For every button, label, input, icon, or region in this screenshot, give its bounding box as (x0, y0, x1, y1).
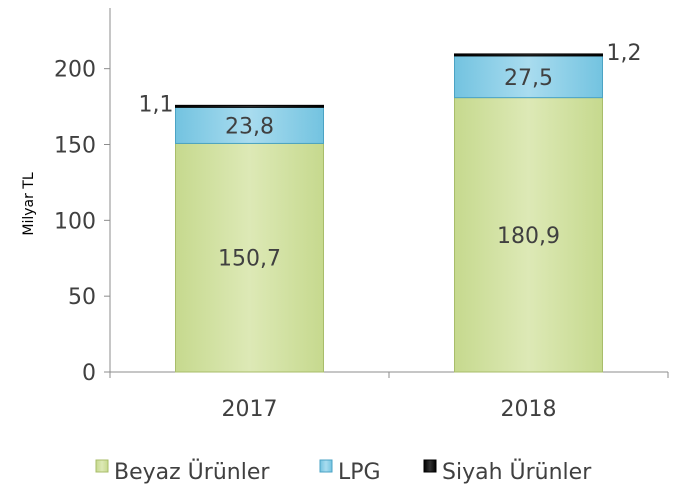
x-tick-label: 2018 (501, 397, 557, 422)
y-tick-label: 50 (68, 285, 96, 310)
bar-segment (175, 106, 324, 144)
legend-swatch (95, 459, 109, 473)
bar-segment (454, 53, 603, 57)
bar-segment (175, 104, 324, 108)
data-label: 180,9 (497, 224, 560, 249)
data-label: 1,2 (607, 41, 642, 66)
data-label: 27,5 (504, 66, 553, 91)
y-tick-label: 200 (54, 58, 96, 83)
legend-swatch (319, 459, 333, 473)
y-axis-title: Milyar TL (21, 172, 37, 235)
data-label: 23,8 (225, 114, 274, 139)
y-tick-label: 150 (54, 134, 96, 159)
bar-segment (454, 55, 603, 99)
y-tick-label: 0 (82, 361, 96, 386)
data-label: 1,1 (139, 93, 174, 118)
x-tick-label: 2017 (222, 397, 278, 422)
legend-label: Siyah Ürünler (442, 459, 592, 485)
data-label: 150,7 (218, 247, 281, 272)
y-tick-label: 100 (54, 209, 96, 234)
bar-segment (454, 97, 603, 373)
legend-label: Beyaz Ürünler (114, 459, 270, 485)
legend-swatch (423, 459, 437, 473)
legend-label: LPG (338, 460, 381, 485)
